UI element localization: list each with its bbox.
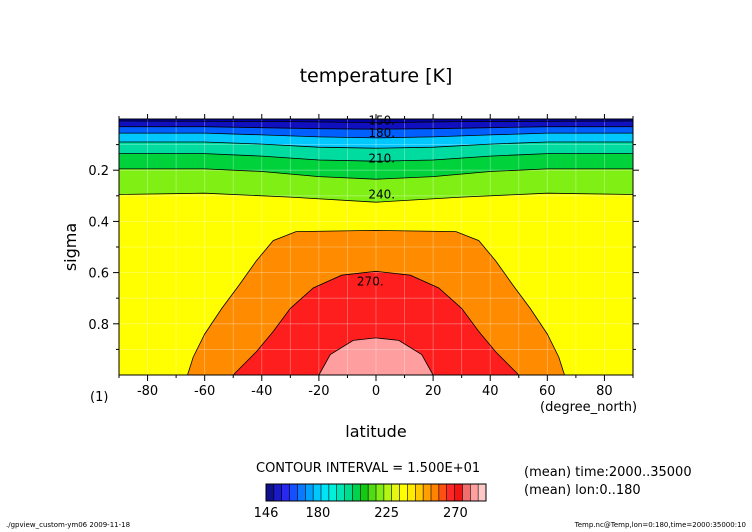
contour-line-150 [118, 120, 634, 124]
contour-label: 210. [368, 152, 395, 166]
colorbar-cell [368, 484, 377, 501]
x-tick-label: 20 [425, 384, 442, 399]
colorbar-tick-labels: 146 180 225 270 [254, 506, 468, 521]
colorbar-cell [399, 484, 408, 501]
x-tick-label: 40 [482, 384, 499, 399]
contour-label: 270. [357, 275, 384, 289]
contour-line-195 [119, 141, 633, 149]
colorbar-cell [454, 484, 463, 501]
contour-labels: 150.180. 210. 240. 270. [357, 113, 395, 288]
colorbar-frame [265, 483, 487, 502]
contour-line-240 [118, 192, 634, 203]
colorbar-cell [383, 484, 393, 501]
y-tick-label: 0.6 [88, 267, 109, 282]
colorbar-cell [415, 484, 424, 501]
colorbar-cell [305, 484, 314, 501]
colorbar-cell [313, 484, 322, 501]
colorbar-cell [423, 484, 432, 501]
colorbar-cell [281, 484, 290, 501]
grid-lines [119, 119, 633, 376]
contour-label: 240. [368, 188, 395, 202]
contour-fill-285 [318, 337, 434, 375]
footer-left-text: ./gpview_custom-ym06 2009-11-18 [6, 521, 130, 529]
colorbar-cell [407, 484, 416, 501]
colorbar-cell [273, 484, 283, 501]
x-axis-ticks: -80 -60 -40 -20 0 20 40 60 80 [118, 114, 634, 399]
contour-line-210 [119, 153, 633, 162]
colorbar-cell [438, 484, 448, 501]
colorbar-cell [462, 484, 471, 501]
y-tick-label: 0.4 [88, 215, 109, 230]
colorbar-cell [431, 484, 440, 501]
x-unit-label: (degree_north) [540, 400, 637, 415]
contour-line-180 [119, 132, 633, 139]
y-axis-ticks: 0.2 0.4 0.6 0.8 [88, 144, 639, 350]
contour-line-285 [318, 337, 434, 376]
contour-line-165 [119, 126, 633, 130]
colorbar-tick-label: 146 [254, 506, 279, 521]
colorbar-tick-label: 180 [306, 506, 331, 521]
x-tick-label: -60 [194, 384, 215, 399]
chart-title: temperature [K] [300, 65, 453, 87]
colorbar [265, 483, 487, 502]
x-tick-label: -40 [251, 384, 272, 399]
colorbar-cell [336, 484, 345, 501]
x-tick-label: 0 [372, 384, 380, 399]
colorbar-cell [344, 484, 353, 501]
colorbar-tick-label: 270 [443, 506, 468, 521]
contour-line-255 [187, 229, 565, 376]
colorbar-tick-label: 225 [374, 506, 399, 521]
contour-interval-text: CONTOUR INTERVAL = 1.500E+01 [256, 461, 480, 476]
x-tick-label: -80 [137, 384, 158, 399]
colorbar-cell [328, 484, 338, 501]
colorbar-cell [289, 484, 298, 501]
colorbar-cell [391, 484, 400, 501]
contour-lines [118, 120, 634, 376]
x-axis-label: latitude [345, 422, 406, 441]
colorbar-cell [360, 484, 369, 501]
contour-label: 180. [368, 126, 395, 140]
contour-label: 150. [368, 113, 395, 127]
contour-fill-270 [233, 271, 519, 375]
colorbar-cell [321, 484, 330, 501]
colorbar-cell [376, 484, 385, 501]
x-tick-label: -20 [308, 384, 329, 399]
colorbar-cell [266, 484, 275, 501]
colorbar-cell [297, 484, 306, 501]
mean-time-text: (mean) time:2000..35000 [524, 465, 692, 480]
contour-line-225 [119, 168, 633, 180]
y-axis-label: sigma [61, 223, 80, 271]
y-tick-label: 0.2 [88, 164, 109, 179]
mean-lon-text: (mean) lon:0..180 [524, 483, 641, 498]
colorbar-cell [352, 484, 361, 501]
colorbar-cell [446, 484, 455, 501]
contour-line-270 [232, 270, 520, 376]
contour-fills [119, 119, 633, 376]
x-tick-label: 60 [539, 384, 556, 399]
y-unit-label: (1) [90, 390, 108, 405]
x-tick-label: 80 [596, 384, 613, 399]
footer-right-text: Temp.nc@Temp,lon=0:180,time=2000:35000:1… [574, 521, 746, 529]
colorbar-cell [470, 484, 479, 501]
colorbar-cell [478, 484, 487, 501]
y-tick-label: 0.8 [88, 318, 109, 333]
